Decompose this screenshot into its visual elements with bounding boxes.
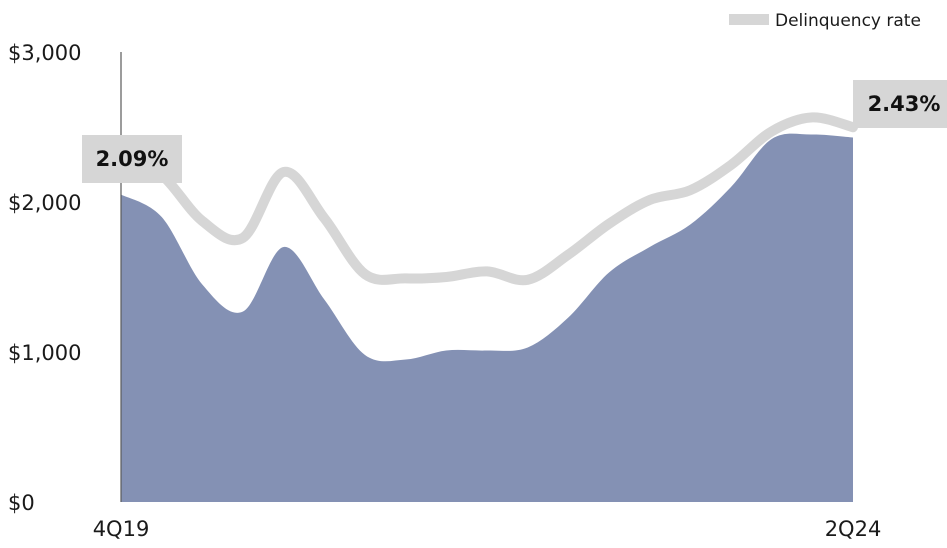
callout-end: 2.43% — [853, 80, 947, 128]
callout-start: 2.09% — [82, 135, 182, 183]
y-tick-label: $0 — [8, 491, 35, 515]
legend-label: Delinquency rate — [775, 11, 921, 31]
delinquency-rate-series — [116, 112, 858, 286]
y-tick-label: $1,000 — [8, 341, 81, 365]
callout-start-box — [82, 135, 182, 183]
callout-end-box — [853, 80, 947, 128]
legend-swatch — [729, 14, 769, 25]
x-tick-label: 2Q24 — [825, 517, 882, 541]
y-tick-label: $2,000 — [8, 191, 81, 215]
y-tick-label: $3,000 — [8, 41, 81, 65]
callout-end-label: 2.43% — [868, 92, 941, 116]
delinquency-rate-line — [116, 112, 858, 286]
callout-start-label: 2.09% — [96, 147, 169, 171]
area-series — [121, 133, 853, 502]
legend: Delinquency rate — [729, 11, 921, 31]
x-tick-label: 4Q19 — [93, 517, 150, 541]
area-fill — [121, 133, 853, 502]
